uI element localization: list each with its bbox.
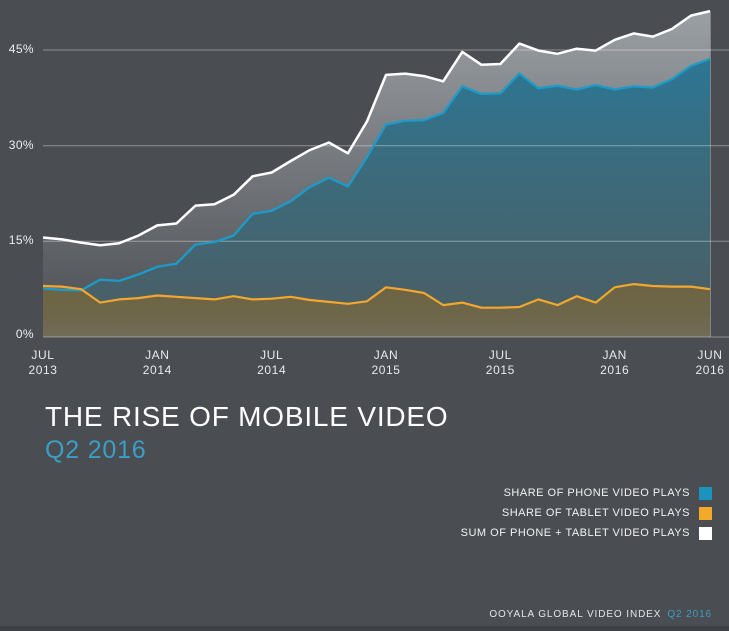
page-subtitle: Q2 2016 <box>45 436 147 464</box>
y-tick-label: 0% <box>15 327 34 341</box>
sum-line <box>42 9 711 247</box>
legend: SHARE OF PHONE VIDEO PLAYS SHARE OF TABLE… <box>461 487 712 547</box>
page-title: THE RISE OF MOBILE VIDEO <box>45 401 449 432</box>
sum-area-fill <box>43 11 710 291</box>
gridlines <box>43 11 729 338</box>
mobile-video-area-chart <box>42 9 729 338</box>
x-tick-label: JAN 2015 <box>371 348 401 377</box>
legend-item-tablet: SHARE OF TABLET VIDEO PLAYS <box>461 507 712 520</box>
tablet-line <box>42 283 711 309</box>
y-tick-label: 45% <box>8 42 34 56</box>
x-tick-label: JUL 2013 <box>28 348 58 377</box>
legend-swatch-tablet <box>699 507 712 520</box>
x-tick-label: JUL 2014 <box>257 348 287 377</box>
legend-item-phone: SHARE OF PHONE VIDEO PLAYS <box>461 487 712 500</box>
legend-swatch-sum <box>699 527 712 540</box>
y-tick-label: 15% <box>8 233 34 248</box>
legend-swatch-phone <box>699 487 712 500</box>
legend-label: SHARE OF PHONE VIDEO PLAYS <box>503 487 690 499</box>
stacked-area-fills <box>43 11 710 337</box>
legend-item-sum: SUM OF PHONE + TABLET VIDEO PLAYS <box>461 527 712 540</box>
x-tick-label: JUL 2015 <box>485 348 515 377</box>
x-tick-label: JAN 2016 <box>600 348 630 377</box>
y-tick-label: 30% <box>8 137 34 152</box>
bottom-edge-strip <box>0 626 729 631</box>
source-credit-text: OOYALA GLOBAL VIDEO INDEX <box>489 609 662 620</box>
source-credit: OOYALA GLOBAL VIDEO INDEX Q2 2016 <box>489 609 712 620</box>
series-lines <box>42 9 711 309</box>
phone-area-fill <box>43 58 710 308</box>
legend-label: SUM OF PHONE + TABLET VIDEO PLAYS <box>460 527 690 539</box>
source-credit-quarter: Q2 2016 <box>667 609 712 620</box>
phone-line <box>42 57 711 292</box>
legend-label: SHARE OF TABLET VIDEO PLAYS <box>501 507 690 519</box>
x-tick-label: JAN 2014 <box>142 348 172 377</box>
tablet-area-fill <box>43 284 710 337</box>
title-block: THE RISE OF MOBILE VIDEO Q2 2016 <box>45 401 449 464</box>
x-tick-label: JUN 2016 <box>695 348 725 377</box>
